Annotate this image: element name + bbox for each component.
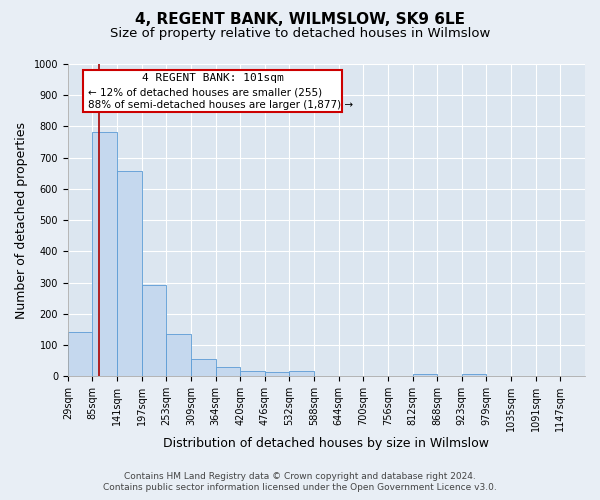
Bar <box>191 359 215 376</box>
Text: 88% of semi-detached houses are larger (1,877) →: 88% of semi-detached houses are larger (… <box>88 100 353 110</box>
FancyBboxPatch shape <box>83 70 342 112</box>
Bar <box>117 170 142 376</box>
Bar <box>68 332 92 376</box>
Bar <box>413 374 437 376</box>
Text: ← 12% of detached houses are smaller (255): ← 12% of detached houses are smaller (25… <box>88 88 323 98</box>
Bar <box>166 334 191 376</box>
Text: Contains HM Land Registry data © Crown copyright and database right 2024.: Contains HM Land Registry data © Crown c… <box>124 472 476 481</box>
Text: 4, REGENT BANK, WILMSLOW, SK9 6LE: 4, REGENT BANK, WILMSLOW, SK9 6LE <box>135 12 465 28</box>
Text: Size of property relative to detached houses in Wilmslow: Size of property relative to detached ho… <box>110 28 490 40</box>
Text: 4 REGENT BANK: 101sqm: 4 REGENT BANK: 101sqm <box>142 74 283 84</box>
Text: Contains public sector information licensed under the Open Government Licence v3: Contains public sector information licen… <box>103 484 497 492</box>
Bar <box>92 132 117 376</box>
X-axis label: Distribution of detached houses by size in Wilmslow: Distribution of detached houses by size … <box>163 437 490 450</box>
Bar <box>462 374 487 376</box>
Bar <box>265 372 289 376</box>
Bar <box>215 367 240 376</box>
Y-axis label: Number of detached properties: Number of detached properties <box>15 122 28 318</box>
Bar <box>142 285 166 376</box>
Bar <box>240 370 265 376</box>
Bar <box>289 370 314 376</box>
